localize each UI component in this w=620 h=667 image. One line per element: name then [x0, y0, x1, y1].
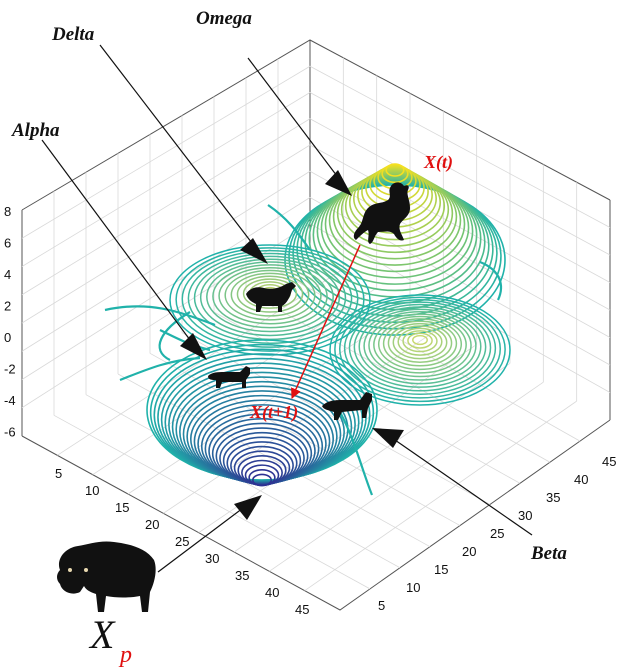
- fitness-surface-contours: [104, 163, 511, 496]
- z-tick-label: 6: [4, 236, 11, 251]
- alpha-pointer: [41, 139, 207, 360]
- y-tick-label: 30: [518, 508, 532, 523]
- y-tick-label: 40: [574, 472, 588, 487]
- x-tick-label: 15: [115, 500, 129, 515]
- plot-box-grid: [21, 39, 611, 611]
- x-tick-label: 40: [265, 585, 279, 600]
- wolf-silhouette-icon: [322, 392, 372, 420]
- y-tick-label: 25: [490, 526, 504, 541]
- z-tick-label: 0: [4, 330, 11, 345]
- x-tick-label: 5: [55, 466, 62, 481]
- z-tick-label: -6: [4, 425, 16, 440]
- movement-arrow: [291, 244, 361, 399]
- omega-label: Omega: [196, 8, 252, 29]
- wolf-silhouette-icon: [353, 182, 410, 244]
- z-tick-label: -4: [4, 393, 16, 408]
- alpha-label: Alpha: [11, 120, 60, 141]
- y-axis-ticks: 5 10 15 20 25 30 35 40 45: [378, 454, 616, 613]
- y-tick-label: 35: [546, 490, 560, 505]
- x-tick-label: 20: [145, 517, 159, 532]
- x-tick-label: 35: [235, 568, 249, 583]
- beta-label: Beta: [530, 543, 567, 564]
- wolf-silhouette-icon: [246, 282, 296, 312]
- omega-pointer: [247, 57, 352, 196]
- next-position-label: X(t+1): [249, 402, 298, 423]
- prey-label: X: [88, 612, 116, 657]
- delta-label: Delta: [51, 24, 95, 45]
- x-tick-label: 30: [205, 551, 219, 566]
- x-tick-label: 10: [85, 483, 99, 498]
- delta-pointer: [99, 44, 268, 264]
- bison-silhouette-icon: [57, 541, 156, 612]
- z-tick-label: 2: [4, 299, 11, 314]
- x-axis-ticks: 5 10 15 20 25 30 35 40 45: [55, 466, 309, 617]
- y-tick-label: 5: [378, 598, 385, 613]
- z-tick-label: -2: [4, 362, 16, 377]
- wolf-silhouette-icon: [208, 366, 250, 388]
- y-tick-label: 20: [462, 544, 476, 559]
- beta-pointer: [372, 428, 533, 536]
- y-tick-label: 15: [434, 562, 448, 577]
- current-position-label: X(t): [423, 152, 453, 173]
- z-axis-ticks: 8 6 4 2 0 -2 -4 -6: [4, 204, 16, 440]
- x-tick-label: 45: [295, 602, 309, 617]
- y-tick-label: 45: [602, 454, 616, 469]
- prey-pointer: [157, 495, 262, 573]
- prey-subscript: p: [118, 642, 132, 667]
- y-tick-label: 10: [406, 580, 420, 595]
- z-tick-label: 8: [4, 204, 11, 219]
- x-tick-label: 25: [175, 534, 189, 549]
- z-tick-label: 4: [4, 267, 11, 282]
